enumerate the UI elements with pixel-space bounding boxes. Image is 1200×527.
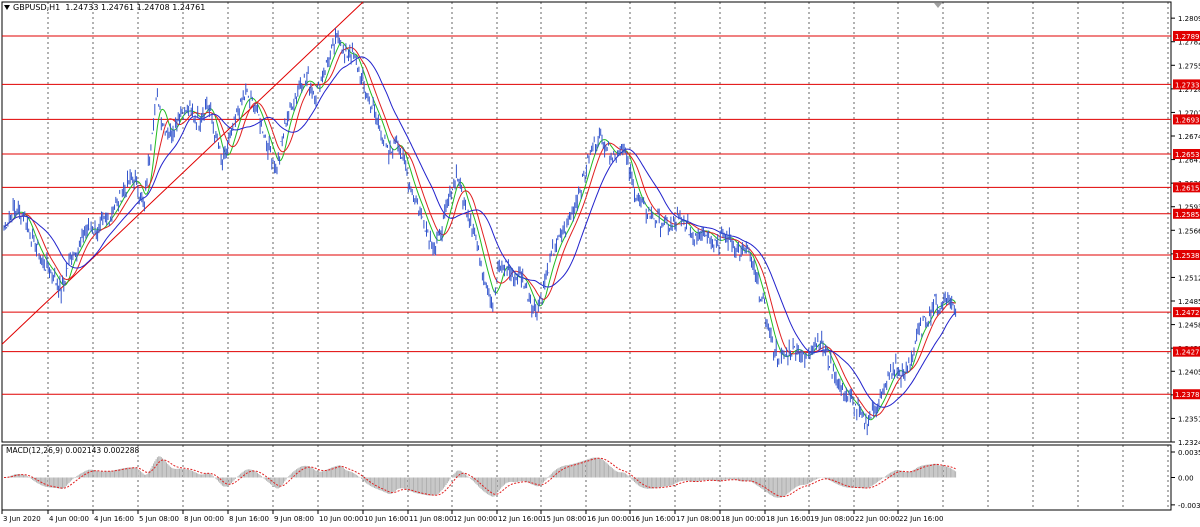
price-level-tag: [1173, 208, 1200, 219]
macd-y-tick-label: 0.00: [1178, 475, 1194, 483]
price-level-tag: [1173, 307, 1200, 318]
y-tick-label: 1.27825: [1178, 39, 1200, 47]
x-tick-label: 16 Jun 00:00: [587, 515, 631, 523]
price-level-label: 1.23787: [1175, 391, 1200, 399]
x-tick-label: 18 Jun 00:00: [721, 515, 765, 523]
y-tick-label: 1.23510: [1178, 415, 1200, 423]
x-tick-label: 4 Jun 00:00: [49, 515, 89, 523]
price-level-tag: [1173, 148, 1200, 159]
price-series: [3, 28, 957, 436]
x-tick-label: 10 Jun 00:00: [319, 515, 363, 523]
x-tick-label: 10 Jun 16:00: [364, 515, 408, 523]
y-tick-label: 1.28095: [1178, 15, 1200, 23]
macd-axis: 0.00353 0.00 -0.00379: [1171, 449, 1200, 510]
ohlc-readout: 1.24733 1.24761 1.24708 1.24761: [65, 3, 206, 12]
x-tick-label: 18 Jun 16:00: [766, 515, 810, 523]
price-level-tag: [1173, 79, 1200, 90]
trendline-group: [1, 1, 364, 345]
price-level-label: 1.25382: [1175, 252, 1200, 260]
price-level-tag: [1173, 182, 1200, 193]
price-level-label: 1.26539: [1175, 151, 1200, 159]
x-tick-label: 8 Jun 00:00: [184, 515, 224, 523]
x-tick-label: 5 Jun 08:00: [139, 515, 179, 523]
x-tick-label: 22 Jun 16:00: [899, 515, 943, 523]
price-level-tag: [1173, 30, 1200, 41]
price-level-tag: [1173, 250, 1200, 260]
price-level-tag: [1173, 346, 1200, 357]
chart-header: GBPUSD,H1 1.24733 1.24761 1.24708 1.2476…: [4, 3, 205, 12]
chart-shift-marker: [934, 3, 942, 8]
price-level-tag: [1173, 389, 1200, 400]
x-tick-label: 15 Jun 08:00: [542, 515, 586, 523]
y-tick-label: 1.23240: [1178, 439, 1200, 447]
price-level-tag: [1173, 114, 1200, 125]
macd-histogram: [4, 456, 957, 498]
y-tick-label: 1.25125: [1178, 274, 1200, 282]
dropdown-triangle-icon[interactable]: [4, 5, 10, 10]
y-tick-label: 1.25935: [1178, 204, 1200, 212]
macd-indicator-label: MACD(12,26,9) 0.002143 0.002288: [6, 446, 140, 455]
trendline[interactable]: [1, 1, 364, 345]
y-tick-label: 1.27285: [1178, 86, 1200, 94]
y-tick-label: 1.26745: [1178, 133, 1200, 141]
macd-signal-line: [4, 457, 956, 498]
price-level-label: 1.24275: [1175, 349, 1200, 357]
time-axis: 3 Jun 2020 4 Jun 00:00 4 Jun 16:00 5 Jun 08…: [1, 510, 943, 523]
y-tick-label: 1.24585: [1178, 322, 1200, 330]
y-tick-label: 1.24855: [1178, 298, 1200, 306]
x-tick-label: 9 Jun 08:00: [274, 515, 314, 523]
y-tick-label: 1.24050: [1178, 368, 1200, 376]
price-level-label: 1.26935: [1175, 116, 1200, 124]
price-level-label: 1.26157: [1175, 184, 1200, 192]
x-tick-label: 8 Jun 16:00: [229, 515, 269, 523]
x-tick-label: 4 Jun 16:00: [94, 515, 134, 523]
macd-y-tick-label: 0.00353: [1178, 449, 1200, 457]
price-level-label: 1.24727: [1175, 309, 1200, 317]
x-tick-label: 16 Jun 16:00: [631, 515, 675, 523]
y-tick-label: 1.25665: [1178, 227, 1200, 235]
ma-line-32: [3, 56, 956, 408]
y-tick-label: 1.27555: [1178, 62, 1200, 70]
macd-y-tick-label: -0.00379: [1178, 502, 1200, 510]
price-levels: [2, 35, 1171, 395]
y-tick-label: 1.27015: [1178, 109, 1200, 117]
x-tick-label: 12 Jun 16:00: [498, 515, 542, 523]
x-tick-label: 22 Jun 00:00: [855, 515, 899, 523]
price-level-label: 1.27336: [1175, 81, 1200, 89]
macd-grid: [47, 445, 1169, 510]
macd-signal-group: [4, 457, 956, 498]
x-tick-label: 11 Jun 08:00: [409, 515, 453, 523]
x-tick-label: 17 Jun 08:00: [676, 515, 720, 523]
x-tick-label: 3 Jun 2020: [3, 515, 41, 523]
x-tick-label: 19 Jun 08:00: [810, 515, 854, 523]
x-tick-label: 12 Jun 00:00: [453, 515, 497, 523]
price-level-label: 1.25854: [1175, 211, 1200, 219]
y-tick-label: 1.26475: [1178, 157, 1200, 165]
symbol-timeframe: GBPUSD,H1: [13, 3, 61, 12]
